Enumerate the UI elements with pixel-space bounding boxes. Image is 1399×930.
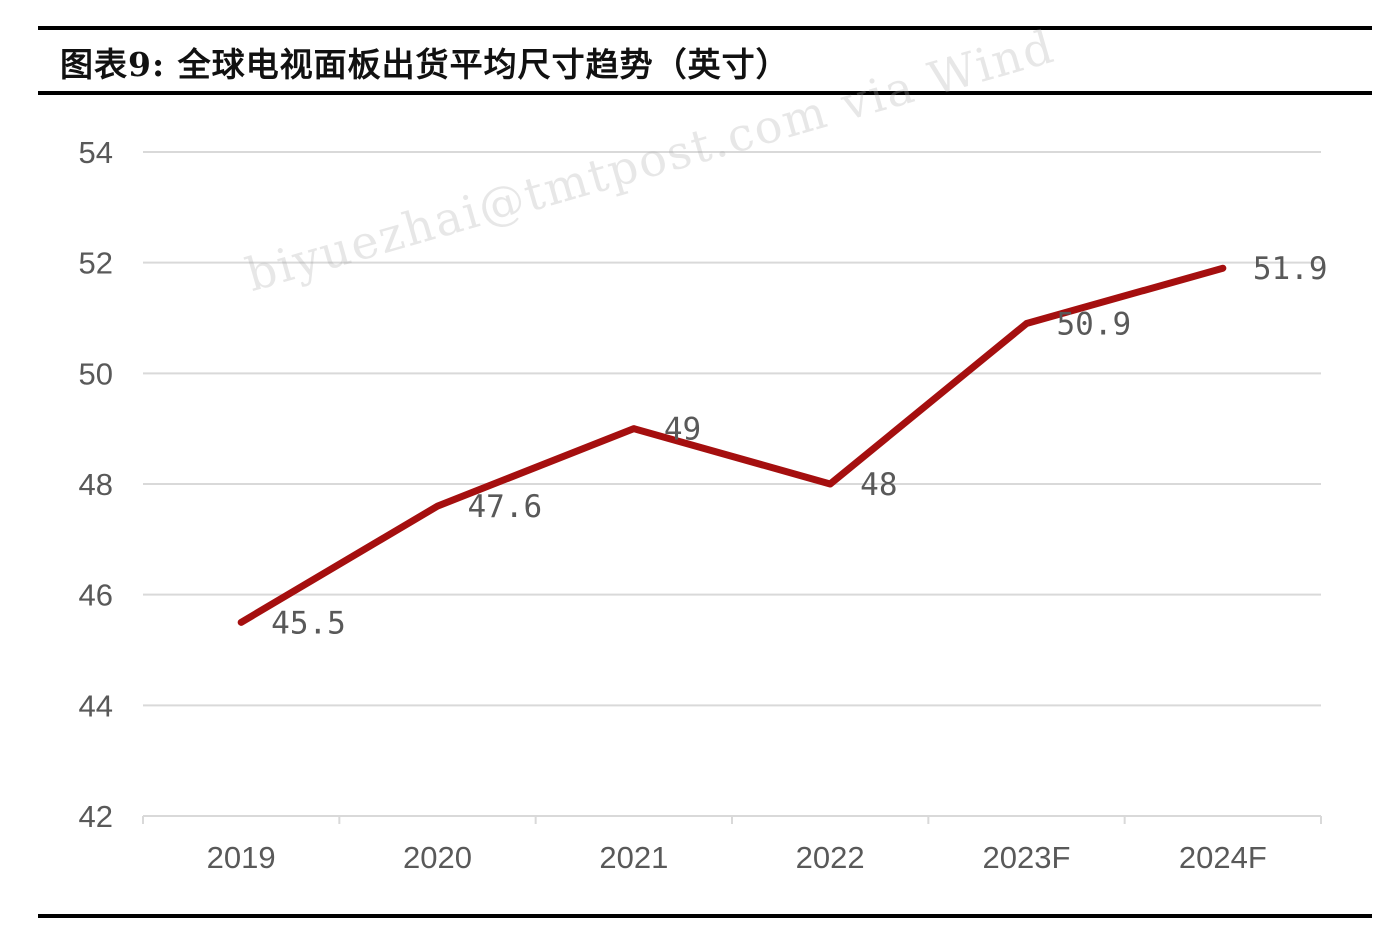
data-label-2019: 45.5 [271, 605, 346, 641]
bottom-rule [38, 914, 1372, 918]
y-tick-label-46: 46 [79, 578, 113, 613]
x-tick-label-2022: 2022 [796, 840, 865, 875]
data-labels: 45.5 47.6 49 48 50.9 51.9 [240, 251, 1328, 641]
top-rule [38, 26, 1372, 30]
data-label-2022: 48 [860, 467, 897, 503]
data-label-2024F: 51.9 [1253, 251, 1328, 287]
data-point-2021 [633, 428, 635, 430]
y-tick-label-48: 48 [79, 467, 113, 502]
series-line [237, 264, 1227, 626]
y-tick-label-44: 44 [79, 688, 113, 723]
x-tick-label-2019: 2019 [207, 840, 276, 875]
chart-title: 图表9: 全球电视面板出货平均尺寸趋势（英寸） [60, 45, 790, 84]
data-label-2020: 47.6 [468, 489, 543, 525]
y-tick-label-54: 54 [79, 135, 113, 170]
gridlines [143, 151, 1321, 707]
x-axis: 2019 2020 2021 2022 2023F 2024F [142, 815, 1322, 875]
y-tick-label-52: 52 [79, 246, 113, 281]
data-point-2022 [829, 483, 831, 485]
data-point-2023F [1026, 323, 1027, 325]
x-tick-label-2020: 2020 [403, 840, 472, 875]
data-label-2021: 49 [664, 412, 701, 448]
data-point-2020 [437, 505, 438, 507]
title-underline [38, 91, 1372, 95]
series-layer [237, 264, 1227, 626]
data-label-2023F: 50.9 [1057, 307, 1132, 343]
data-point-2024F [1222, 267, 1224, 269]
data-point-2019 [240, 621, 242, 623]
y-tick-label-42: 42 [79, 799, 113, 834]
y-tick-label-50: 50 [79, 356, 113, 391]
y-axis-ticks: 42 44 46 48 50 52 54 [79, 135, 113, 834]
x-tick-label-2023F: 2023F [983, 840, 1071, 875]
x-tick-label-2021: 2021 [599, 840, 668, 875]
x-tick-label-2024F: 2024F [1179, 840, 1267, 875]
